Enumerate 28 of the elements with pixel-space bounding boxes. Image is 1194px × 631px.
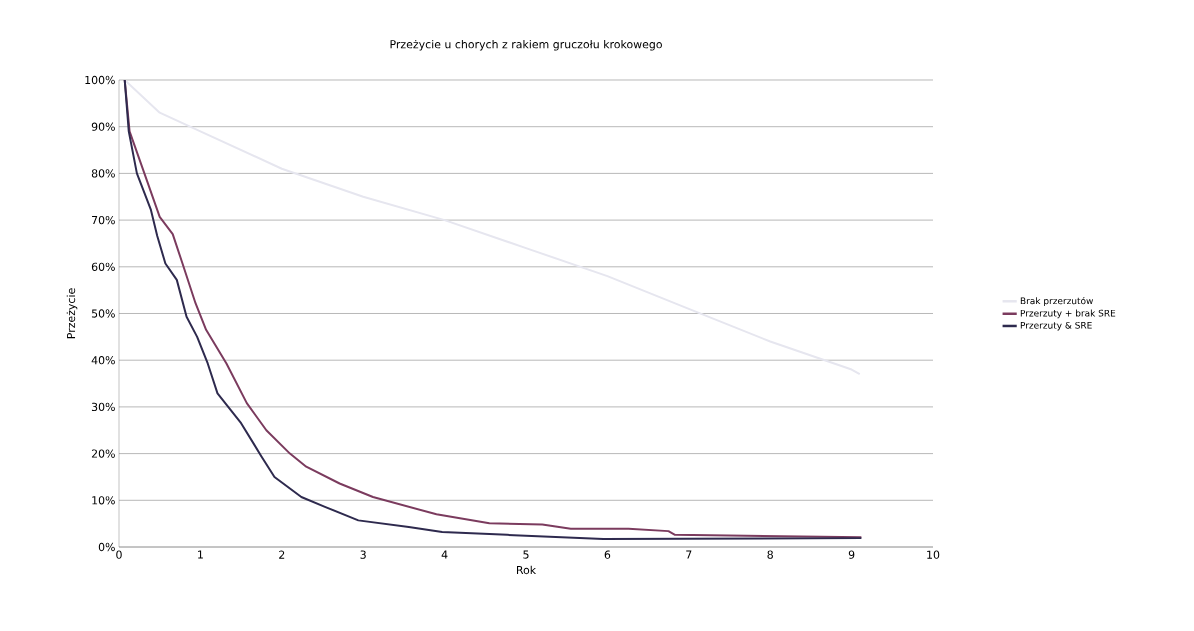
y-tick-label: 70% [92, 215, 115, 225]
y-tick-label: 40% [91, 356, 115, 365]
x-tick-label: 1 [198, 550, 203, 559]
x-tick-label: 10 [927, 550, 940, 559]
y-tick-label: 60% [91, 262, 115, 271]
y-tick-label: 90% [91, 122, 115, 131]
y-tick-label: 20% [91, 449, 115, 458]
x-tick-label: 3 [360, 550, 366, 559]
y-tick-label: 50% [91, 309, 115, 318]
x-tick-label: 7 [686, 550, 692, 559]
y-tick-label: 100% [85, 75, 115, 85]
x-tick-label: 4 [441, 550, 448, 559]
y-tick-label: 10% [92, 496, 115, 505]
y-tick-label: 30% [91, 402, 115, 412]
x-tick-label: 5 [523, 550, 529, 559]
legend-label: Przerzuty & SRE [1020, 321, 1092, 331]
x-tick-label: 0 [116, 550, 122, 559]
x-tick-label: 8 [767, 550, 773, 559]
legend-label: Brak przerzutów [1020, 296, 1093, 306]
y-tick-label: 80% [91, 169, 115, 178]
x-tick-label: 9 [848, 550, 855, 559]
legend-label: Przerzuty + brak SRE [1020, 309, 1116, 319]
chart-title: Przeżycie u chorych z rakiem gruczołu krokowego [390, 39, 662, 51]
x-axis-title: Rok [517, 565, 537, 575]
x-tick-label: 6 [604, 550, 611, 559]
y-axis-title: Przeżycie [66, 288, 78, 339]
x-tick-label: 2 [279, 550, 285, 559]
y-tick-label: 0% [98, 542, 115, 552]
